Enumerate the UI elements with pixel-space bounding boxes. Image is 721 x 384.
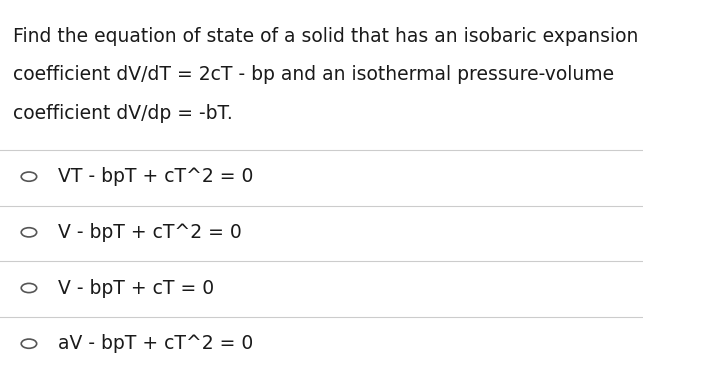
Text: VT - bpT + cT^2 = 0: VT - bpT + cT^2 = 0	[58, 167, 253, 186]
Text: V - bpT + cT^2 = 0: V - bpT + cT^2 = 0	[58, 223, 242, 242]
Text: coefficient dV/dp = -bT.: coefficient dV/dp = -bT.	[13, 104, 233, 122]
Text: coefficient dV/dT = 2cT - bp and an isothermal pressure-volume: coefficient dV/dT = 2cT - bp and an isot…	[13, 65, 614, 84]
Text: Find the equation of state of a solid that has an isobaric expansion: Find the equation of state of a solid th…	[13, 27, 638, 46]
Text: aV - bpT + cT^2 = 0: aV - bpT + cT^2 = 0	[58, 334, 253, 353]
Text: V - bpT + cT = 0: V - bpT + cT = 0	[58, 278, 214, 298]
